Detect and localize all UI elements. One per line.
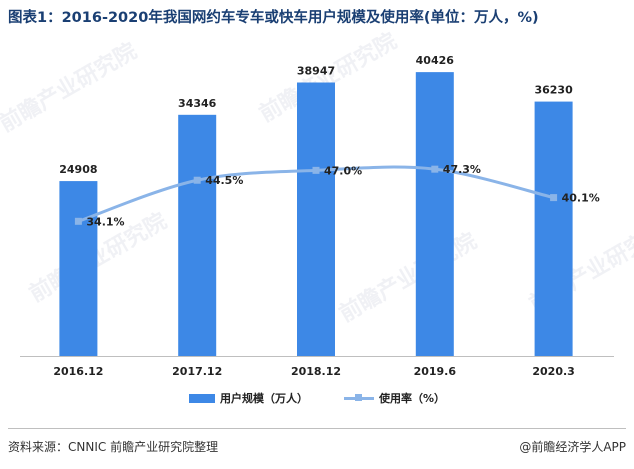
bar-2019.6 [415,72,454,357]
line-point-2016.12 [74,217,82,225]
bar-value-label: 40426 [416,54,455,67]
line-value-label: 47.0% [324,164,362,177]
x-tick-label: 2019.6 [414,365,457,378]
bar-value-label: 36230 [534,84,573,97]
x-tick-label: 2020.3 [532,365,574,378]
line-point-2019.6 [431,165,439,173]
legend: 用户规模（万人） 使用率（%） [0,388,634,408]
x-tick-label: 2017.12 [172,365,222,378]
bar-value-label: 38947 [297,65,335,78]
legend-line-swatch [343,393,374,403]
bar-value-label: 34346 [178,97,217,110]
page-title: 图表1：2016-2020年我国网约车专车或快车用户规模及使用率(单位：万人，%… [8,10,539,26]
legend-item-line: 使用率（%） [343,390,446,406]
legend-bar-swatch [188,393,215,403]
legend-item-bar: 用户规模（万人） [188,390,308,406]
line-value-label: 44.5% [205,174,243,187]
line-point-2020.3 [550,194,558,202]
line-point-2018.12 [312,166,320,174]
bar-2017.12 [178,114,217,356]
line-point-2017.12 [193,176,201,184]
footer-brand: @前瞻经济学人APP [519,440,626,454]
bar-value-label: 24908 [59,163,97,176]
footer-source: 资料来源：CNNIC 前瞻产业研究院整理 [8,440,219,454]
bar-2016.12 [59,181,98,356]
line-value-label: 47.3% [443,163,481,176]
line-value-label: 40.1% [562,192,600,205]
legend-label-line: 使用率（%） [378,392,446,405]
line-value-label: 34.1% [86,215,124,228]
bar-2018.12 [297,82,335,357]
bar-2020.3 [534,101,573,356]
x-tick-label: 2016.12 [53,365,103,378]
footer-divider [8,428,626,429]
legend-label-bar: 用户规模（万人） [219,392,308,405]
x-tick-label: 2018.12 [291,365,341,378]
